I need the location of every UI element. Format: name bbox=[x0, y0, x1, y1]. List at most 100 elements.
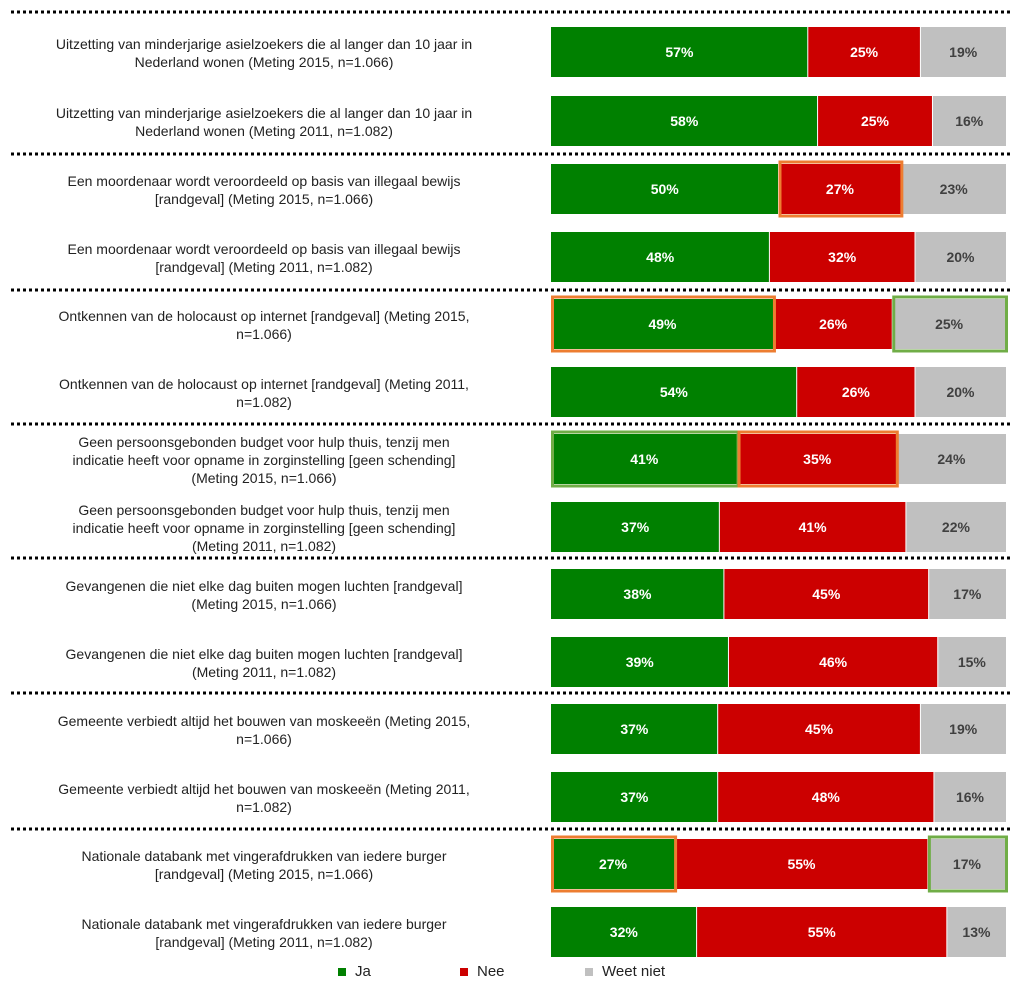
row-label: Een moordenaar wordt veroordeeld op basi… bbox=[14, 240, 514, 276]
bar-segment-weet-niet bbox=[928, 569, 1006, 619]
data-label: 26% bbox=[819, 316, 848, 332]
data-label: 19% bbox=[949, 721, 978, 737]
data-label: 17% bbox=[953, 586, 982, 602]
data-label: 32% bbox=[828, 249, 857, 265]
row-label-line: Gevangenen die niet elke dag buiten moge… bbox=[65, 646, 463, 662]
row-label: Ontkennen van de holocaust op internet [… bbox=[14, 375, 514, 411]
row-label: Een moordenaar wordt veroordeeld op basi… bbox=[14, 172, 514, 208]
bar-segment-ja bbox=[551, 299, 774, 349]
bar-segment-weet-niet bbox=[915, 367, 1006, 417]
bar-segment-nee bbox=[719, 502, 906, 552]
data-label: 41% bbox=[799, 519, 828, 535]
data-label: 37% bbox=[620, 789, 649, 805]
bar-segment-weet-niet bbox=[905, 502, 1006, 552]
data-label: 49% bbox=[648, 316, 677, 332]
bar-segment-ja bbox=[551, 907, 697, 957]
row-label-line: Ontkennen van de holocaust op internet [… bbox=[58, 308, 470, 324]
highlight-outline bbox=[892, 295, 1008, 353]
row-label-line: Gemeente verbiedt altijd het bouwen van … bbox=[57, 713, 471, 729]
row-label-line: n=1.066) bbox=[236, 731, 292, 747]
bar-segment-nee bbox=[796, 367, 915, 417]
bar-segment-ja bbox=[551, 434, 738, 484]
bar-segment-weet-niet bbox=[901, 164, 1006, 214]
legend-label: Weet niet bbox=[602, 963, 666, 980]
row-label: Gemeente verbiedt altijd het bouwen van … bbox=[14, 712, 514, 748]
data-label: 37% bbox=[621, 519, 650, 535]
row-label-line: [randgeval] (Meting 2011, n=1.082) bbox=[155, 934, 373, 950]
data-label: 25% bbox=[850, 44, 879, 60]
row-label-line: Een moordenaar wordt veroordeeld op basi… bbox=[67, 173, 461, 189]
row-label: Uitzetting van minderjarige asielzoekers… bbox=[14, 35, 514, 71]
data-label: 48% bbox=[812, 789, 841, 805]
bar-segment-nee bbox=[807, 27, 921, 77]
row-label-line: Geen persoonsgebonden budget voor hulp t… bbox=[78, 434, 450, 450]
data-label: 23% bbox=[940, 181, 969, 197]
data-label: 48% bbox=[646, 249, 675, 265]
row-label-line: (Meting 2011, n=1.082) bbox=[191, 538, 337, 554]
bar-segment-nee bbox=[737, 434, 897, 484]
bar-segment-ja bbox=[551, 27, 808, 77]
row-label-line: Nationale databank met vingerafdrukken v… bbox=[81, 916, 447, 932]
row-label-line: indicatie heeft voor opname in zorginste… bbox=[72, 520, 456, 536]
data-label: 37% bbox=[620, 721, 649, 737]
legend-item: Weet niet bbox=[585, 963, 665, 980]
row-label-line: [randgeval] (Meting 2015, n=1.066) bbox=[154, 866, 374, 882]
data-label: 17% bbox=[953, 856, 982, 872]
data-label: 46% bbox=[819, 654, 848, 670]
bar-segment-ja bbox=[551, 164, 779, 214]
row-label-line: Uitzetting van minderjarige asielzoekers… bbox=[55, 105, 473, 121]
bar-segment-nee bbox=[675, 839, 928, 889]
row-label-line: (Meting 2015, n=1.066) bbox=[191, 470, 337, 486]
highlight-outline bbox=[551, 835, 678, 893]
bar-segment-ja bbox=[551, 704, 718, 754]
bar-segment-weet-niet bbox=[927, 839, 1006, 889]
row-label-line: Een moordenaar wordt veroordeeld op basi… bbox=[67, 241, 461, 257]
bar-segment-weet-niet bbox=[892, 299, 1006, 349]
legend-label: Ja bbox=[355, 963, 371, 980]
bar-segment-weet-niet bbox=[915, 232, 1006, 282]
data-label: 57% bbox=[665, 44, 694, 60]
row-label-line: n=1.082) bbox=[236, 394, 292, 410]
data-label: 26% bbox=[842, 384, 871, 400]
data-label: 41% bbox=[630, 451, 659, 467]
data-label: 20% bbox=[946, 384, 975, 400]
bar-segment-ja bbox=[551, 96, 818, 146]
row-label: Geen persoonsgebonden budget voor hulp t… bbox=[14, 501, 514, 555]
bar-segment-nee bbox=[773, 299, 893, 349]
bar-segment-ja bbox=[551, 637, 729, 687]
data-label: 22% bbox=[942, 519, 971, 535]
data-label: 24% bbox=[937, 451, 966, 467]
row-label-line: n=1.066) bbox=[236, 326, 292, 342]
bar-segment-weet-niet bbox=[920, 704, 1006, 754]
legend-label: Nee bbox=[477, 963, 505, 980]
bar-segment-ja bbox=[551, 367, 797, 417]
row-label: Ontkennen van de holocaust op internet [… bbox=[14, 307, 514, 343]
bar-segment-nee bbox=[817, 96, 933, 146]
row-label-line: Nationale databank met vingerafdrukken v… bbox=[81, 848, 447, 864]
bar-segment-ja bbox=[551, 569, 724, 619]
data-label: 16% bbox=[956, 789, 985, 805]
row-label: Nationale databank met vingerafdrukken v… bbox=[14, 915, 514, 951]
row-label: Gemeente verbiedt altijd het bouwen van … bbox=[14, 780, 514, 816]
data-label: 38% bbox=[623, 586, 652, 602]
data-label: 45% bbox=[805, 721, 834, 737]
row-label-line: Gevangenen die niet elke dag buiten moge… bbox=[65, 578, 463, 594]
row-label: Uitzetting van minderjarige asielzoekers… bbox=[14, 104, 514, 140]
data-label: 54% bbox=[660, 384, 689, 400]
bar-segment-ja bbox=[551, 839, 676, 889]
data-label: 55% bbox=[787, 856, 816, 872]
data-label: 25% bbox=[935, 316, 964, 332]
bar-segment-nee bbox=[717, 772, 934, 822]
bar-segment-nee bbox=[696, 907, 947, 957]
bar-segment-weet-niet bbox=[946, 907, 1006, 957]
data-label: 27% bbox=[599, 856, 628, 872]
data-label: 45% bbox=[812, 586, 841, 602]
data-label: 16% bbox=[955, 113, 984, 129]
data-label: 27% bbox=[826, 181, 855, 197]
legend-item: Nee bbox=[460, 963, 505, 980]
data-label: 32% bbox=[610, 924, 639, 940]
legend-swatch bbox=[338, 967, 346, 976]
row-label: Gevangenen die niet elke dag buiten moge… bbox=[14, 645, 514, 681]
row-label-line: [randgeval] (Meting 2011, n=1.082) bbox=[155, 259, 373, 275]
